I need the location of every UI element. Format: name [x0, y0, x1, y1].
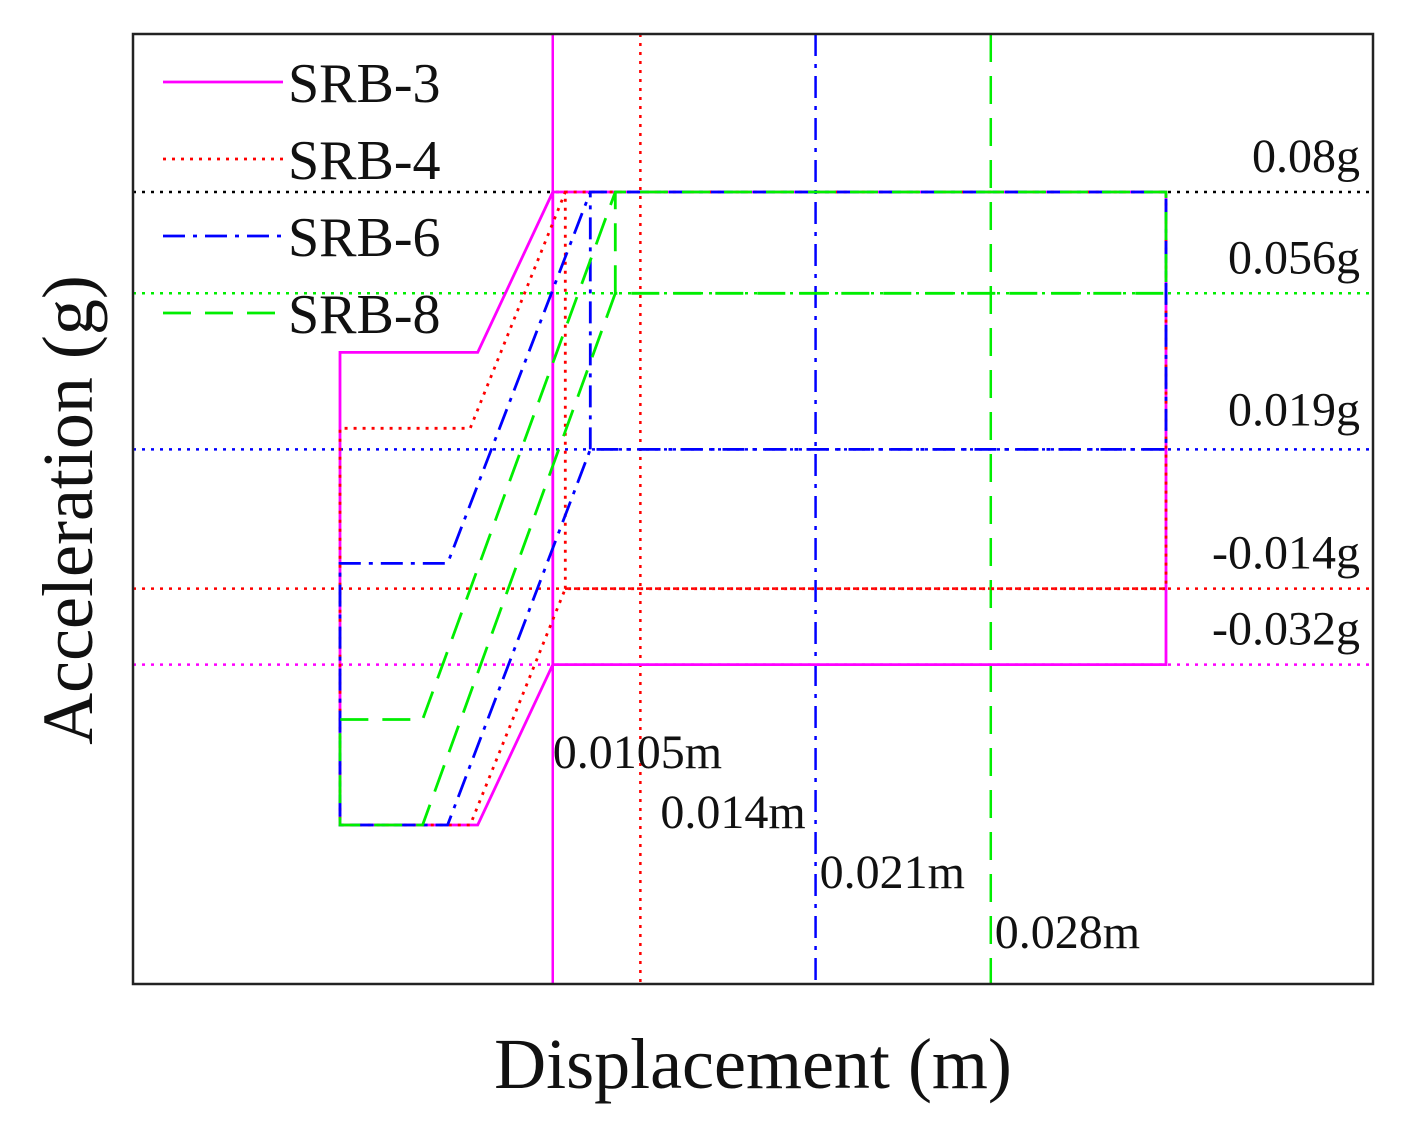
- series-srb-6: [338, 190, 1168, 827]
- annotation-labels: 0.08g 0.056g 0.019g -0.014g -0.032g 0.0105m 0.…: [553, 130, 1360, 959]
- legend: SRB-3 SRB-4 SRB-6 SRB-8: [163, 53, 441, 346]
- legend-label-srb-4: SRB-4: [288, 130, 441, 192]
- x-axis-title: Displacement (m): [494, 1024, 1012, 1104]
- ref-label-h-0-032g: -0.032g: [1212, 603, 1360, 656]
- ref-label-h-0-019g: 0.019g: [1228, 383, 1360, 436]
- plot-frame: [131, 32, 1375, 986]
- ref-label-h-0-014g: -0.014g: [1212, 527, 1360, 580]
- legend-label-srb-3: SRB-3: [288, 53, 441, 115]
- ref-label-v-0-014m: 0.014m: [660, 786, 805, 839]
- series-group: [338, 190, 1168, 827]
- ref-label-v-0-028m: 0.028m: [995, 906, 1140, 959]
- ref-label-v-0-021m: 0.021m: [820, 846, 965, 899]
- ref-label-h-0-056g: 0.056g: [1228, 231, 1360, 284]
- y-axis-title: Acceleration (g): [28, 275, 108, 745]
- ref-label-v-0-0105m: 0.0105m: [553, 726, 722, 779]
- ref-label-h-0-08g: 0.08g: [1252, 130, 1360, 183]
- legend-label-srb-6: SRB-6: [288, 207, 441, 269]
- legend-label-srb-8: SRB-8: [288, 284, 441, 346]
